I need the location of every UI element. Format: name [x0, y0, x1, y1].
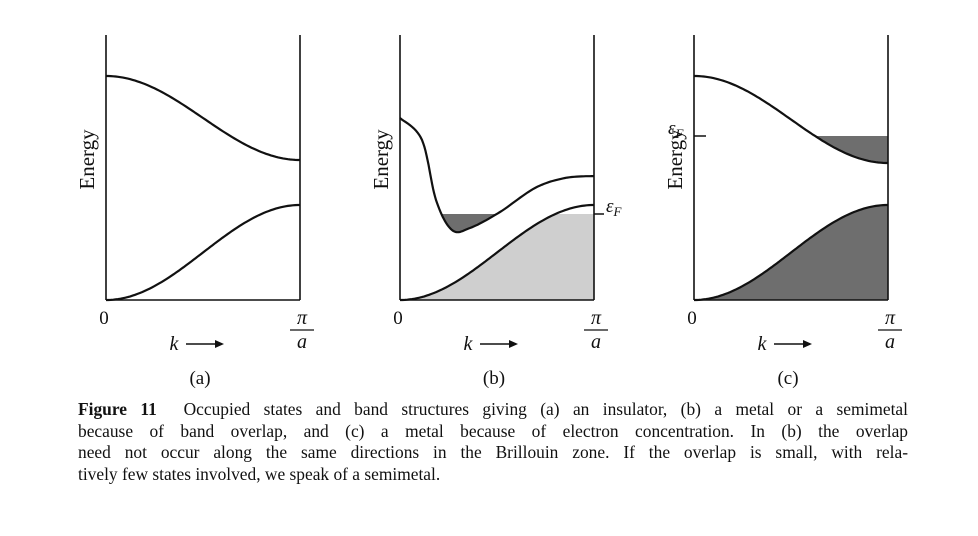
k-arrow-head-icon — [215, 340, 224, 348]
upper-band-occupied-fill — [441, 214, 496, 233]
fermi-level-label: εF — [668, 118, 685, 141]
k-axis-label: k — [758, 333, 768, 355]
upper-band-curve — [694, 74, 888, 165]
y-axis-label: Energy — [75, 129, 99, 190]
lower-band-curve — [400, 203, 594, 302]
caption-line-2: because of band overlap, and (c) a metal… — [78, 420, 908, 441]
zone-boundary-denominator: a — [297, 331, 307, 353]
caption-line-4: tively few states involved, we speak of … — [78, 463, 441, 484]
figure-caption: Figure 11 Occupied states and band struc… — [78, 399, 908, 485]
k-axis-label: k — [170, 333, 180, 355]
y-axis-label: Energy — [369, 129, 393, 190]
panel-a-insulator: Energy 0 k πa (a) — [75, 35, 314, 389]
panel-c-electron-concentration: Energy 0 k πa (c) εF — [663, 35, 902, 389]
zone-boundary-denominator: a — [591, 331, 601, 353]
caption-label: Figure 11 — [78, 399, 157, 419]
panel-label: (c) — [777, 368, 798, 389]
caption-line-3: need not occur along the same directions… — [78, 442, 908, 462]
panel-label: (b) — [483, 368, 505, 389]
zone-boundary-numerator: π — [297, 307, 308, 329]
k-arrow-head-icon — [803, 340, 812, 348]
upper-band-occupied-fill — [815, 136, 888, 163]
k-axis-label: k — [464, 333, 474, 355]
origin-label: 0 — [687, 308, 697, 329]
lower-band-curve — [106, 203, 300, 302]
y-axis-label: Energy — [663, 129, 687, 190]
lower-band-curve — [694, 203, 888, 302]
origin-label: 0 — [393, 308, 403, 329]
zone-boundary-numerator: π — [885, 307, 896, 329]
origin-label: 0 — [99, 308, 109, 329]
zone-boundary-numerator: π — [591, 307, 602, 329]
upper-band-curve — [106, 74, 300, 162]
panel-b-band-overlap: Energy 0 k πa (b) εF — [369, 35, 623, 389]
upper-band-curve — [399, 117, 595, 234]
panel-label: (a) — [189, 368, 210, 389]
k-arrow-head-icon — [509, 340, 518, 348]
lower-band-occupied-fill — [400, 214, 594, 300]
caption-line-1: Figure 11 Occupied states and band struc… — [78, 399, 908, 419]
fermi-level-label: εF — [606, 196, 623, 219]
zone-boundary-denominator: a — [885, 331, 895, 353]
